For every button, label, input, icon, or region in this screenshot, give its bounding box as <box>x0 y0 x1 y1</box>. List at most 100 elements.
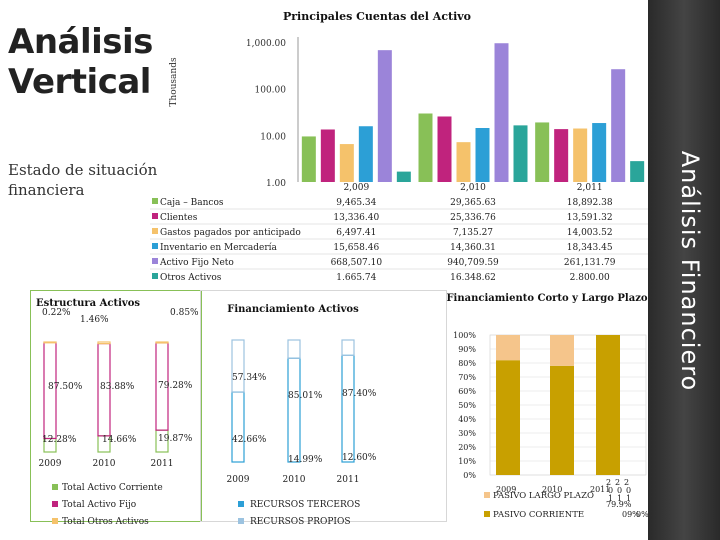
legend-label: Clientes <box>160 213 198 223</box>
bar-segment <box>496 335 520 361</box>
data-label: 87.40% <box>342 389 377 399</box>
category-label: 2010 <box>542 485 562 494</box>
category-label: 2,011 <box>577 183 603 193</box>
legend-label: Activo Fijo Neto <box>159 258 234 268</box>
structure-chart-frame <box>30 290 202 522</box>
data-label: 0.22% <box>42 308 71 318</box>
y-tick-label: 30% <box>458 429 476 438</box>
legend-label: RECURSOS TERCEROS <box>250 500 360 510</box>
table-cell: 1,665.74 <box>336 273 376 280</box>
legend-swatch <box>152 243 158 249</box>
y-tick-label: 60% <box>458 387 476 396</box>
y-tick-label: 40% <box>458 415 476 424</box>
y-tick-label: 90% <box>458 345 476 354</box>
slide-title: Análisis Vertical <box>8 22 153 102</box>
table-cell: 940,709.59 <box>447 258 499 268</box>
side-band <box>648 0 720 540</box>
bar <box>554 129 569 182</box>
category-label: 2,010 <box>460 183 486 193</box>
legend-overlap-text: 1 <box>626 494 631 503</box>
legend-swatch <box>152 228 158 234</box>
table-cell: 29,365.63 <box>450 198 496 208</box>
table-cell: 13,591.32 <box>567 213 613 223</box>
data-label: 19.87% <box>158 434 193 444</box>
slide-title-line1: Análisis <box>8 22 153 62</box>
table-cell: 7,135.27 <box>453 228 493 238</box>
table-cell: 14,003.52 <box>567 228 613 238</box>
bar-segment <box>287 339 301 359</box>
legend-overlap-text: 0% <box>636 510 648 519</box>
slide-subtitle: Estado de situación financiera <box>8 160 157 200</box>
y-tick-label: 20% <box>458 443 476 452</box>
table-cell: 25,336.76 <box>450 213 496 223</box>
legend-label: Total Otros Activos <box>62 517 149 527</box>
category-label: 2009 <box>496 485 516 494</box>
data-label: 57.34% <box>232 373 267 383</box>
category-label: 2,009 <box>343 183 369 193</box>
legend-swatch <box>152 258 158 264</box>
table-cell: 9,465.34 <box>336 198 376 208</box>
slide-subtitle-line2: financiera <box>8 181 85 199</box>
bar <box>396 171 411 182</box>
table-cell: 13,336.40 <box>333 213 379 223</box>
category-label: 2010 <box>283 475 306 485</box>
legend-swatch <box>52 484 58 490</box>
category-label: 2011 <box>337 475 360 485</box>
bar <box>377 50 392 182</box>
legend-overlap-text: 1 <box>608 494 613 503</box>
bar <box>456 142 471 182</box>
data-label: 1.46% <box>80 315 109 325</box>
chart-title: Financiamiento Corto y Largo Plazo <box>446 293 647 304</box>
bar <box>437 116 452 182</box>
bar <box>339 144 354 182</box>
bar <box>611 69 626 182</box>
legend-label: Gastos pagados por anticipado <box>160 228 301 238</box>
category-label: 2011 <box>151 459 174 469</box>
bar <box>630 161 645 182</box>
legend-swatch <box>52 518 58 524</box>
legend-overlap-text: 09% <box>622 510 640 519</box>
category-label: 2011 <box>590 485 610 494</box>
y-tick-label: 0% <box>463 471 476 480</box>
legend-overlap-text: 0 <box>617 486 622 495</box>
bar <box>592 123 607 182</box>
category-label: 2010 <box>93 459 116 469</box>
short-long-term-chart: Financiamiento Corto y Largo Plazo100%90… <box>446 293 648 520</box>
data-label: 87.50% <box>48 382 83 392</box>
category-label: 2009 <box>39 459 62 469</box>
chart-title: Estructura Activos <box>36 298 140 309</box>
legend-swatch <box>152 213 158 219</box>
table-cell: 14,360.31 <box>450 243 496 253</box>
y-tick-label: 100% <box>453 331 476 340</box>
structure-chart: Estructura Activos 2009 2010 2011 12.28% 87.5… <box>36 298 199 527</box>
table-cell: 16,348.62 <box>450 273 496 280</box>
y-tick-label: 10% <box>458 457 476 466</box>
bar-segment <box>596 335 620 475</box>
bar-segment <box>550 365 574 475</box>
legend-label: PASIVO CORRIENTE <box>493 510 584 520</box>
slide-subtitle-line1: Estado de situación <box>8 161 158 179</box>
legend-overlap-text: 79.9% <box>606 500 632 509</box>
bar <box>513 125 528 182</box>
legend-label: Total Activo Corriente <box>62 483 163 493</box>
y-tick-label: 70% <box>458 373 476 382</box>
bar <box>475 127 490 182</box>
bar <box>358 126 373 182</box>
legend-label: Caja – Bancos <box>160 198 224 208</box>
legend-swatch <box>484 492 490 498</box>
legend-label: Otros Activos <box>160 273 222 280</box>
bar <box>535 122 550 182</box>
legend-label: PASIVO LARGO PLAZO <box>493 491 594 501</box>
data-label: 85.01% <box>288 391 323 401</box>
table-cell: 261,131.79 <box>564 258 616 268</box>
table-cell: 18,343.45 <box>567 243 613 253</box>
bar-segment <box>231 391 245 463</box>
chart-title: Principales Cuentas del Activo <box>283 10 471 23</box>
chart-title: Financiamiento Activos <box>227 304 359 315</box>
data-label: 14.66% <box>102 435 137 445</box>
bar <box>301 136 316 182</box>
table-cell: 18,892.38 <box>567 198 613 208</box>
y-tick-label: 1,000.00 <box>246 39 286 49</box>
bar <box>573 128 588 182</box>
bar-segment <box>287 357 301 463</box>
